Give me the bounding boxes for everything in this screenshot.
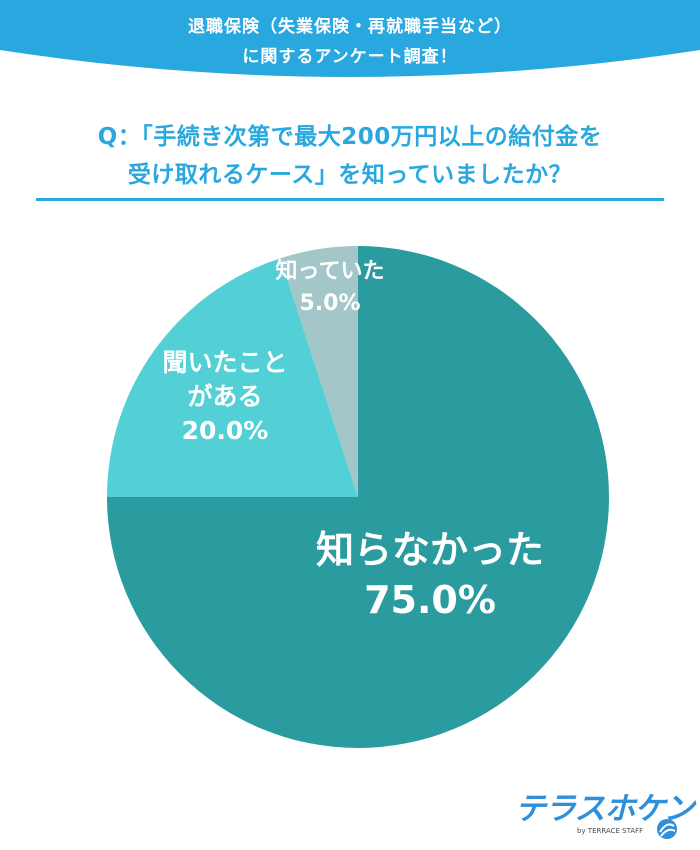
pie-slice-3 xyxy=(280,246,358,497)
header-title-line1: 退職保険（失業保険・再就職手当など） xyxy=(188,17,512,37)
slice-label-2-line-2: がある xyxy=(187,382,262,411)
slice-label-group-1: 知らなかった 75.0% xyxy=(316,528,544,622)
header-banner xyxy=(0,0,700,77)
header-title-line2: に関するアンケート調査！ xyxy=(242,47,458,67)
survey-header: 退職保険（失業保険・再就職手当など） に関するアンケート調査！ xyxy=(0,0,700,82)
slice-label-group-3: 知っていた 5.0% xyxy=(276,258,385,316)
logo-mark-icon xyxy=(657,819,677,839)
question-divider xyxy=(36,198,664,201)
slice-value-label-2: 20.0% xyxy=(182,416,269,445)
slice-value-label-1: 75.0% xyxy=(364,578,496,622)
brand-logo: テラスホケン by TERRACE STAFF xyxy=(515,783,694,843)
slice-value-label-3: 5.0% xyxy=(299,291,360,316)
slice-label-2-line-1: 聞いたこと xyxy=(162,348,287,377)
question-line1: Q：「手続き次第で最大200万円以上の給付金を xyxy=(97,124,603,150)
question-line2: 受け取れるケース」を知っていましたか？ xyxy=(127,162,573,188)
pie-slice-2 xyxy=(107,258,358,497)
slice-label-3-line-1: 知っていた xyxy=(276,258,385,284)
slice-label-1-line-1: 知らなかった xyxy=(316,528,544,572)
logo-byline: by TERRACE STAFF xyxy=(577,827,644,835)
